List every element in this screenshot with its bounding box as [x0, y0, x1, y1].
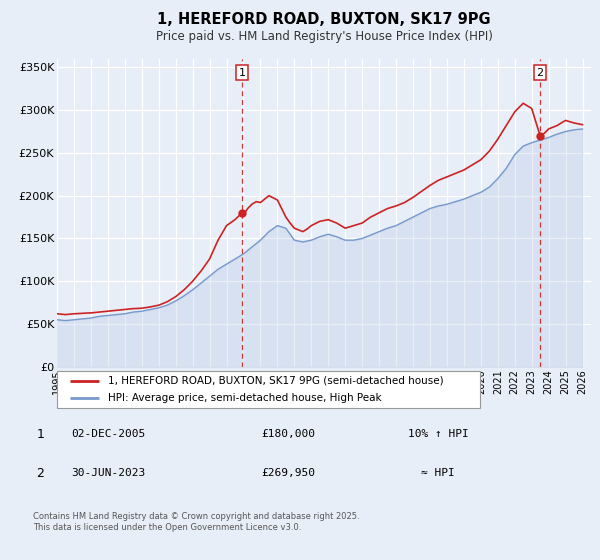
Text: £269,950: £269,950	[261, 468, 315, 478]
Text: 1: 1	[36, 427, 44, 441]
Text: 1, HEREFORD ROAD, BUXTON, SK17 9PG: 1, HEREFORD ROAD, BUXTON, SK17 9PG	[157, 12, 491, 27]
Text: Price paid vs. HM Land Registry's House Price Index (HPI): Price paid vs. HM Land Registry's House …	[155, 30, 493, 43]
Text: 1, HEREFORD ROAD, BUXTON, SK17 9PG (semi-detached house): 1, HEREFORD ROAD, BUXTON, SK17 9PG (semi…	[108, 376, 443, 386]
Text: 02-DEC-2005: 02-DEC-2005	[71, 429, 145, 439]
Text: 2: 2	[36, 466, 44, 480]
Text: 1: 1	[239, 68, 245, 78]
Text: ≈ HPI: ≈ HPI	[421, 468, 455, 478]
FancyBboxPatch shape	[57, 371, 480, 408]
Text: 2: 2	[536, 68, 544, 78]
Text: 30-JUN-2023: 30-JUN-2023	[71, 468, 145, 478]
Text: 10% ↑ HPI: 10% ↑ HPI	[407, 429, 469, 439]
Text: HPI: Average price, semi-detached house, High Peak: HPI: Average price, semi-detached house,…	[108, 393, 382, 403]
Text: Contains HM Land Registry data © Crown copyright and database right 2025.
This d: Contains HM Land Registry data © Crown c…	[33, 512, 359, 532]
Text: £180,000: £180,000	[261, 429, 315, 439]
